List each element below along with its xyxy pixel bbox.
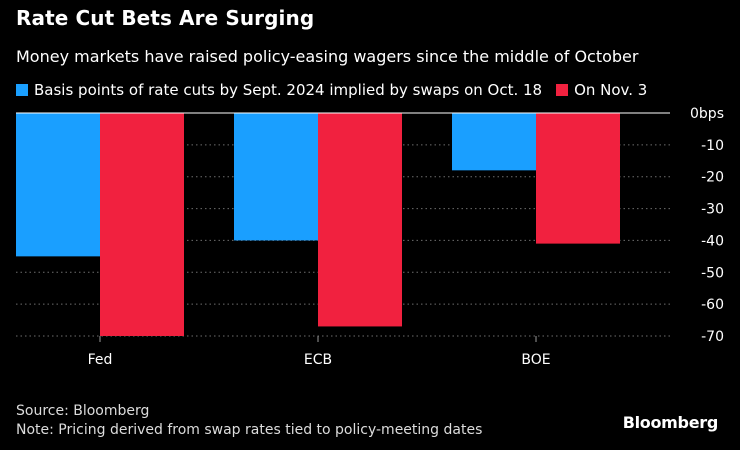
y-tick-label: 0bps bbox=[690, 106, 724, 122]
bar-ecb-series-2 bbox=[318, 113, 402, 327]
chart-title: Rate Cut Bets Are Surging bbox=[16, 6, 315, 30]
y-tick-label: -40 bbox=[701, 233, 724, 249]
legend: Basis points of rate cuts by Sept. 2024 … bbox=[16, 81, 647, 99]
legend-swatch-nov3 bbox=[556, 84, 569, 96]
bar-boe-series-1 bbox=[452, 113, 536, 171]
x-tick-label: ECB bbox=[304, 352, 332, 368]
legend-item-nov3: On Nov. 3 bbox=[556, 81, 647, 99]
y-tick-label: -20 bbox=[701, 170, 724, 186]
x-tick-label: BOE bbox=[521, 352, 550, 368]
source-note: Source: Bloomberg bbox=[16, 403, 150, 419]
legend-label-nov3: On Nov. 3 bbox=[574, 81, 648, 99]
bar-fed-series-2 bbox=[100, 113, 184, 336]
bar-chart: 0bps -10 -20 -30 -40 -50 -60 -70 Fed ECB BOE bbox=[16, 106, 724, 368]
bar-fed-series-1 bbox=[16, 113, 100, 257]
y-tick-label: -50 bbox=[701, 265, 724, 281]
y-tick-label: -10 bbox=[701, 138, 724, 154]
bar-boe-series-2 bbox=[536, 113, 620, 244]
y-tick-label: -70 bbox=[701, 329, 724, 345]
legend-item-oct18: Basis points of rate cuts by Sept. 2024 … bbox=[16, 81, 542, 99]
chart-subtitle: Money markets have raised policy-easing … bbox=[16, 47, 639, 66]
legend-label-oct18: Basis points of rate cuts by Sept. 2024 … bbox=[34, 81, 543, 99]
bloomberg-logo: Bloomberg bbox=[622, 413, 719, 432]
y-tick-label: -60 bbox=[701, 297, 724, 313]
y-tick-label: -30 bbox=[701, 202, 724, 218]
pricing-note: Note: Pricing derived from swap rates ti… bbox=[16, 422, 483, 438]
footer: Source: Bloomberg Note: Pricing derived … bbox=[16, 402, 482, 440]
legend-swatch-oct18 bbox=[16, 84, 28, 96]
x-tick-label: Fed bbox=[88, 352, 113, 368]
bar-ecb-series-1 bbox=[234, 113, 318, 241]
